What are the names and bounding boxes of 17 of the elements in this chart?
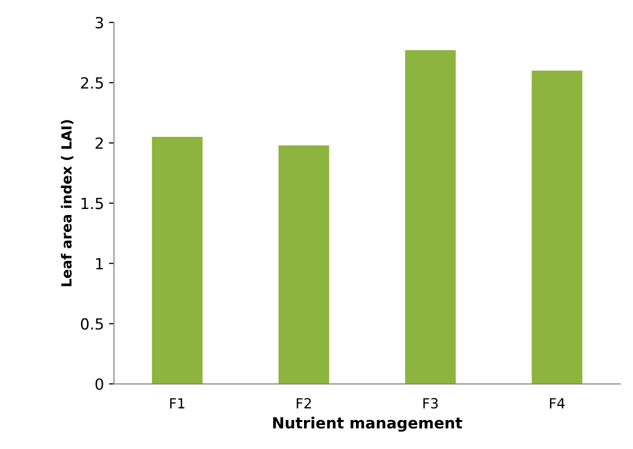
x-tick-label: F2 [296,398,311,408]
x-axis-title: Nutrient management [273,416,462,432]
y-tick-label: 2.5 [81,77,103,89]
x-tick-label: F1 [170,398,184,408]
y-tick-label: 1 [96,258,103,270]
x-tick-label: F3 [423,398,438,409]
bar [405,50,456,384]
y-axis-title: Leaf area index ( LAI) [60,120,74,286]
bar [152,136,203,384]
y-tick-label: 1.5 [82,198,103,210]
y-tick-label: 2 [96,137,103,149]
bar [278,145,330,384]
y-tick-label: 0.5 [80,318,103,330]
y-tick-label: 3 [96,16,103,28]
y-tick-label: 0 [96,378,104,390]
x-tick-label: F4 [550,398,565,408]
bar [532,70,582,384]
